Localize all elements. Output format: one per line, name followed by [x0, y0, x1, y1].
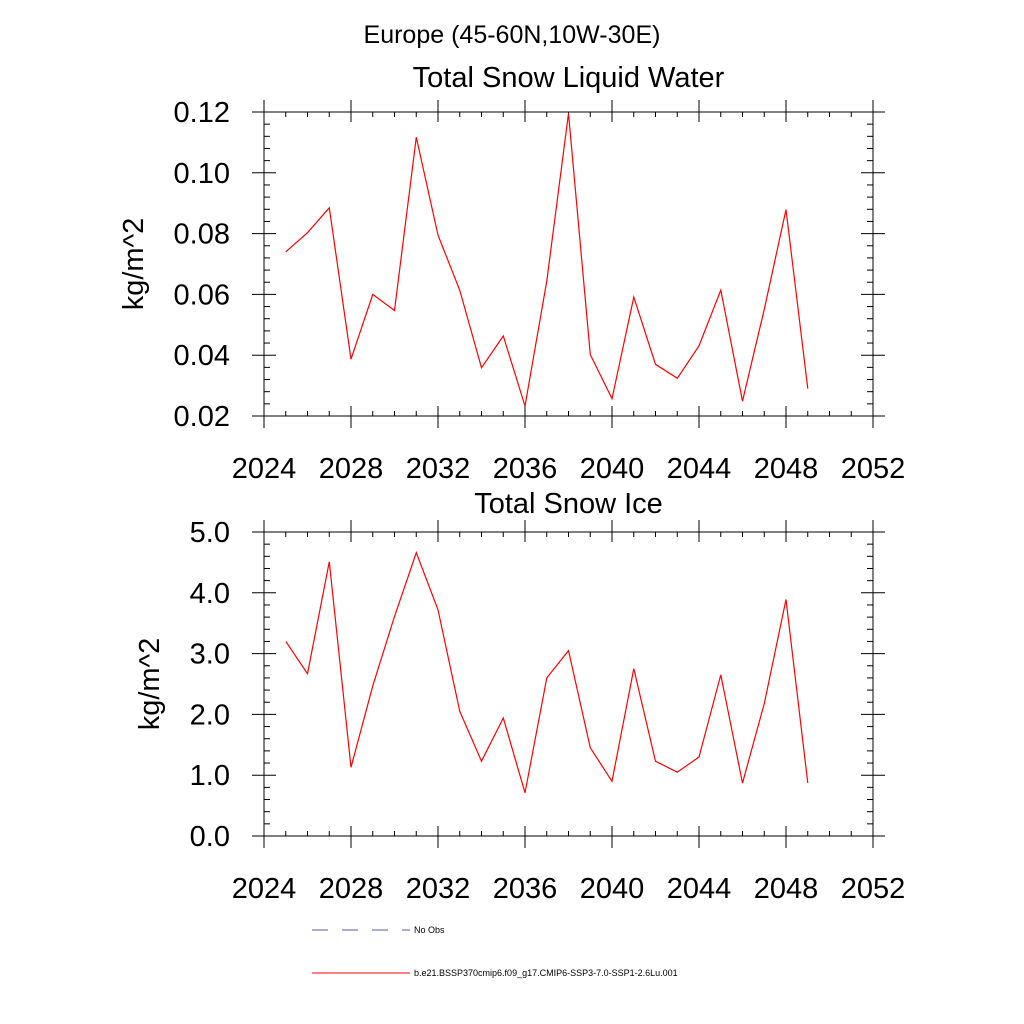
y-tick-label: 5.0 — [190, 517, 230, 549]
legend-item: No Obs — [312, 925, 445, 935]
x-tick-label: 2032 — [406, 873, 471, 905]
x-tick-label: 2036 — [493, 873, 558, 905]
y-axis-label: kg/m^2 — [118, 218, 150, 311]
x-tick-label: 2032 — [406, 453, 471, 485]
chart-title: Total Snow Liquid Water — [413, 62, 725, 94]
x-tick-label: 2048 — [754, 873, 819, 905]
x-tick-label: 2052 — [841, 453, 906, 485]
x-tick-label: 2028 — [319, 873, 384, 905]
x-tick-label: 2024 — [232, 873, 297, 905]
y-tick-label: 0.0 — [190, 821, 230, 853]
chart-panels: Total Snow Liquid Water kg/m^2 2024 2028 203… — [118, 62, 905, 905]
y-tick-label: 2.0 — [190, 699, 230, 731]
x-tick-label: 2044 — [667, 453, 732, 485]
legend-item: b.e21.BSSP370cmip6.f09_g17.CMIP6-SSP3-7.… — [312, 968, 678, 978]
x-tick-label: 2040 — [580, 873, 645, 905]
plot-frame — [263, 531, 874, 837]
x-tick-label: 2044 — [667, 873, 732, 905]
y-tick-label: 1.0 — [190, 760, 230, 792]
legend-label: b.e21.BSSP370cmip6.f09_g17.CMIP6-SSP3-7.… — [414, 968, 678, 978]
figure-suptitle: Europe (45-60N,10W-30E) — [364, 21, 661, 49]
plot-frame — [263, 111, 874, 417]
x-tick-label: 2036 — [493, 453, 558, 485]
y-tick-label: 0.08 — [174, 219, 230, 251]
series-line — [285, 113, 809, 407]
legend: No Obs b.e21.BSSP370cmip6.f09_g17.CMIP6-S… — [312, 925, 678, 978]
chart-panel: Total Snow Ice kg/m^2 2024 2028 2032 2036 2040… — [134, 488, 905, 905]
legend-label: No Obs — [414, 925, 445, 935]
y-tick-label: 0.10 — [174, 158, 230, 190]
x-tick-label: 2028 — [319, 453, 384, 485]
x-tick-label: 2040 — [580, 453, 645, 485]
series-line — [285, 550, 809, 793]
chart-panel: Total Snow Liquid Water kg/m^2 2024 2028 203… — [118, 62, 905, 485]
y-tick-label: 0.04 — [174, 340, 230, 372]
y-tick-label: 0.02 — [174, 401, 230, 433]
x-tick-label: 2048 — [754, 453, 819, 485]
y-tick-label: 0.06 — [174, 279, 230, 311]
x-tick-label: 2024 — [232, 453, 297, 485]
y-tick-label: 4.0 — [190, 578, 230, 610]
y-tick-label: 0.12 — [174, 97, 230, 129]
y-axis-label: kg/m^2 — [134, 638, 166, 731]
y-tick-label: 3.0 — [190, 639, 230, 671]
x-tick-label: 2052 — [841, 873, 906, 905]
chart-title: Total Snow Ice — [474, 488, 663, 520]
